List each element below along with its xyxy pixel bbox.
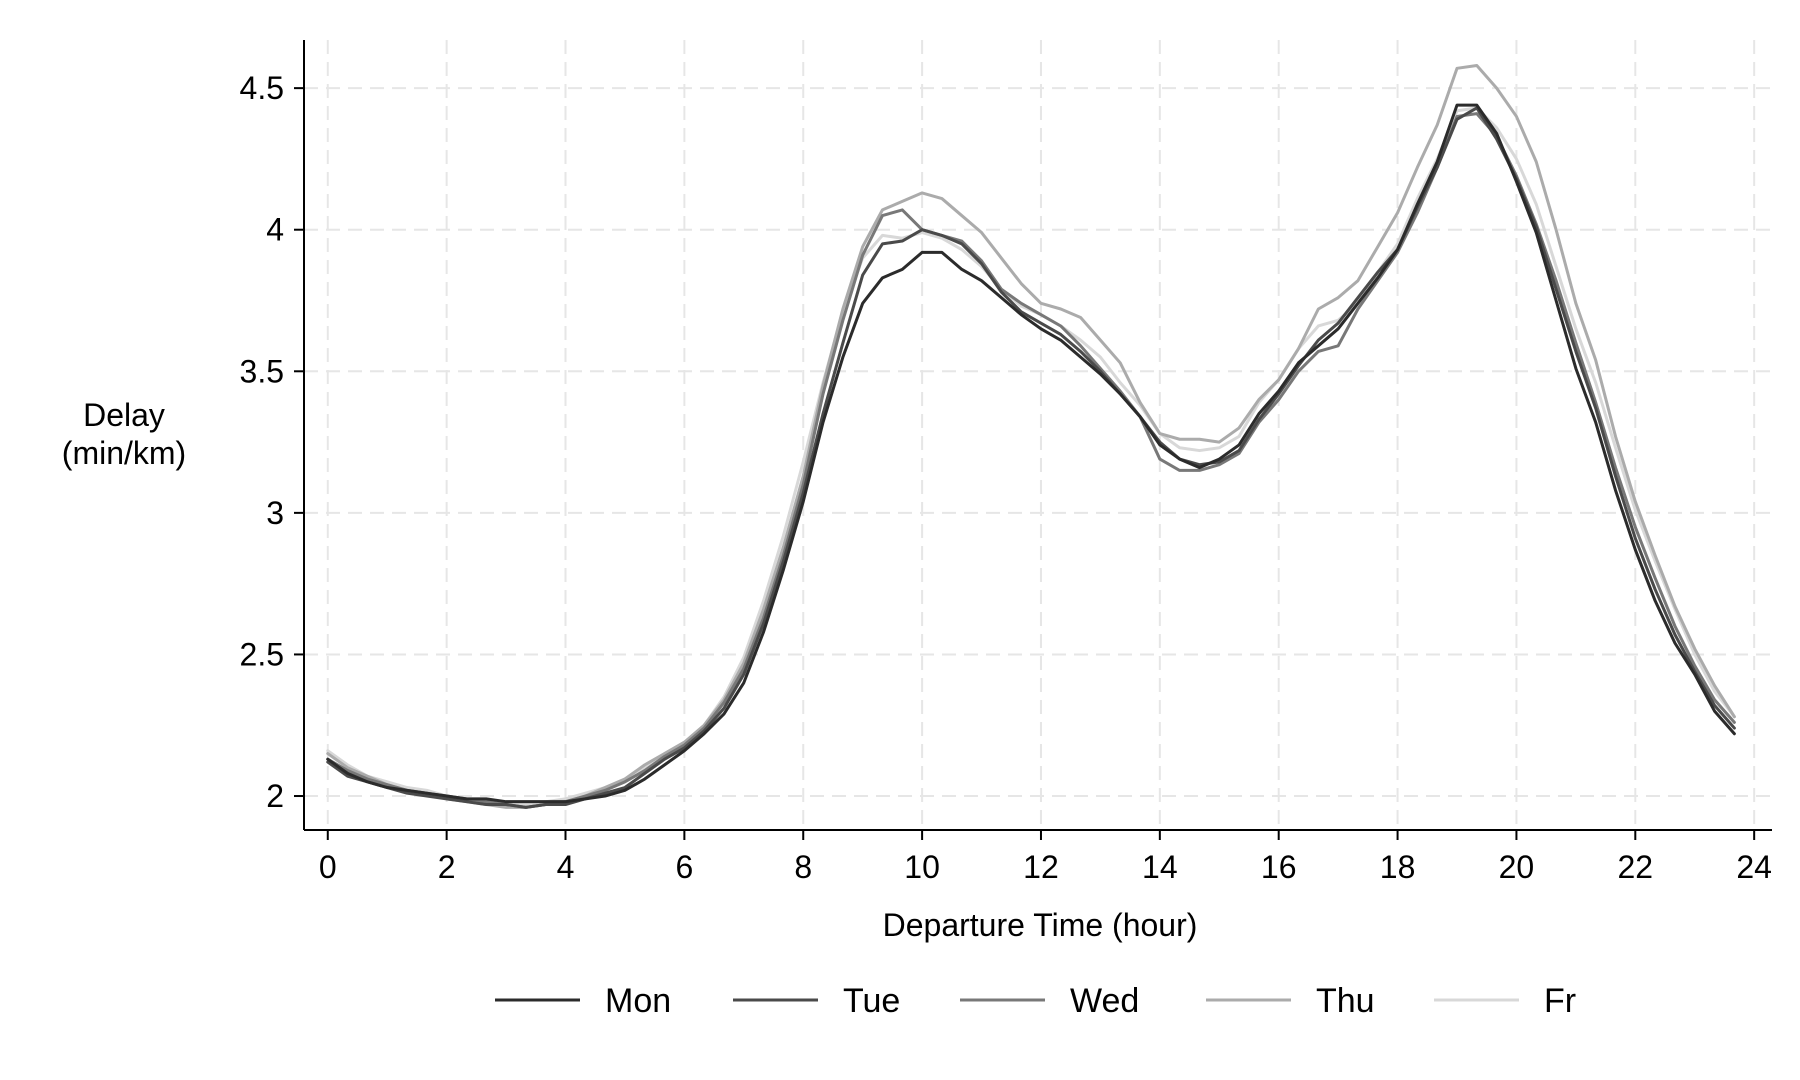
y-tick-label: 4 <box>266 212 284 248</box>
series-line-fr <box>326 106 1736 807</box>
legend-label: Mon <box>605 982 671 1020</box>
legend: Mon Tue Wed Thu Fr <box>495 982 1576 1020</box>
x-tick-label: 14 <box>1142 849 1178 885</box>
x-tick-label: 20 <box>1499 849 1535 885</box>
y-tick-label: 3 <box>266 495 284 531</box>
series-lines <box>326 63 1736 809</box>
series-line-tue <box>326 106 1736 809</box>
axes <box>303 40 1772 831</box>
legend-item-wed: Wed <box>960 982 1139 1020</box>
x-tick-label: 24 <box>1736 849 1772 885</box>
x-tick-label: 8 <box>794 849 812 885</box>
x-tick-label: 12 <box>1023 849 1059 885</box>
legend-item-mon: Mon <box>495 982 671 1020</box>
legend-item-fr: Fr <box>1434 982 1576 1020</box>
legend-label: Wed <box>1070 982 1139 1020</box>
x-tick-label: 4 <box>557 849 575 885</box>
x-tick-label: 10 <box>904 849 940 885</box>
x-tick-label: 2 <box>438 849 456 885</box>
x-tick-label: 16 <box>1261 849 1297 885</box>
x-tick-label: 22 <box>1618 849 1654 885</box>
legend-label: Tue <box>843 982 900 1020</box>
x-axis-title: Departure Time (hour) <box>883 907 1198 943</box>
y-tick-label: 4.5 <box>240 70 284 106</box>
y-tick-label: 3.5 <box>240 353 284 389</box>
y-axis-title-line-2: (min/km) <box>62 435 186 471</box>
y-tick-label: 2.5 <box>240 636 284 672</box>
series-line-wed <box>326 112 1736 809</box>
y-axis-title-line-1: Delay <box>83 397 165 433</box>
legend-label: Thu <box>1316 982 1375 1020</box>
legend-item-thu: Thu <box>1206 982 1375 1020</box>
grid <box>304 40 1772 830</box>
x-tick-label: 18 <box>1380 849 1416 885</box>
x-tick-label: 6 <box>675 849 693 885</box>
legend-item-tue: Tue <box>733 982 900 1020</box>
y-tick-label: 2 <box>266 778 284 814</box>
legend-label: Fr <box>1544 982 1576 1020</box>
series-line-mon <box>326 103 1736 804</box>
x-tick-label: 0 <box>319 849 337 885</box>
